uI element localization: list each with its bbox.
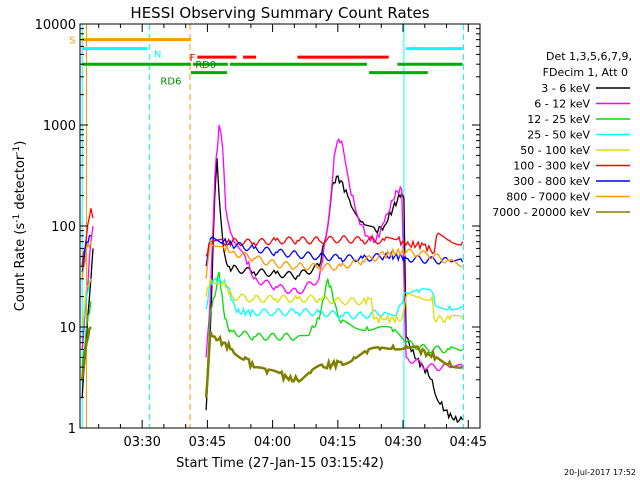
- legend-header-detectors: Det 1,3,5,6,7,9,: [546, 50, 632, 63]
- series-line: [81, 278, 92, 328]
- legend-entry-label: 100 - 300 keV: [513, 160, 590, 173]
- legend-entry-label: 800 - 7000 keV: [506, 191, 590, 204]
- series-line: [81, 278, 92, 337]
- legend-entry-label: 7000 - 20000 keV: [492, 206, 590, 219]
- legend-header-decimation: FDecim 1, Att 0: [543, 66, 628, 79]
- series-line: [205, 277, 464, 325]
- x-tick-label: 04:30: [384, 435, 421, 450]
- state-bar-label: S: [69, 36, 75, 47]
- series-line: [205, 232, 464, 257]
- state-bar-label: F: [190, 53, 196, 64]
- state-bar-label: RD0: [195, 60, 216, 71]
- y-tick-label: 1: [68, 422, 76, 437]
- legend-entry-label: 6 - 12 keV: [534, 98, 590, 111]
- y-tick-label: 100: [51, 220, 76, 235]
- series-line: [205, 158, 464, 424]
- vertical-marker-lines: [81, 24, 464, 428]
- legend-entry-label: 12 - 25 keV: [527, 113, 590, 126]
- x-tick-label: 04:00: [254, 435, 291, 450]
- x-tick-label: 04:45: [450, 435, 487, 450]
- y-tick-label: 1000: [43, 119, 76, 134]
- legend-entry-label: 50 - 100 keV: [520, 144, 590, 157]
- series-line: [81, 208, 94, 267]
- x-axis-label: Start Time (27-Jan-15 03:15:42): [176, 456, 384, 471]
- state-bar-label: N: [154, 50, 161, 61]
- y-tick-label: 10000: [35, 18, 76, 33]
- y-axis-ticks: 1 10 100 1000 10000: [35, 18, 480, 437]
- series-line: [205, 277, 463, 320]
- series-layer: [80, 124, 464, 424]
- series-line: [205, 124, 464, 372]
- legend-entry-label: 25 - 50 keV: [527, 129, 590, 142]
- state-bar-label: RD6: [160, 77, 181, 88]
- legend: Det 1,3,5,6,7,9, FDecim 1, Att 0 3 - 6 k…: [492, 50, 632, 219]
- series-line: [205, 271, 464, 398]
- x-tick-label: 04:15: [319, 435, 356, 450]
- legend-entry-label: 300 - 800 keV: [513, 175, 590, 188]
- series-line: [81, 241, 92, 279]
- series-line: [205, 239, 463, 279]
- x-tick-label: 03:30: [123, 435, 160, 450]
- series-line: [205, 236, 464, 267]
- series-line: [80, 326, 92, 380]
- footer-date: 20-Jul-2017 17:52: [564, 468, 636, 477]
- series-line: [81, 235, 91, 273]
- legend-entry-label: 3 - 6 keV: [541, 82, 590, 95]
- chart-title: HESSI Observing Summary Count Rates: [130, 4, 429, 22]
- series-line: [204, 331, 463, 398]
- x-axis-ticks: 03:30 03:45 04:00 04:15 04:30 04:45: [98, 24, 487, 450]
- x-tick-label: 03:45: [189, 435, 226, 450]
- y-axis-label: Count Rate (s-1 detector-1): [12, 141, 28, 312]
- y-tick-label: 10: [59, 321, 76, 336]
